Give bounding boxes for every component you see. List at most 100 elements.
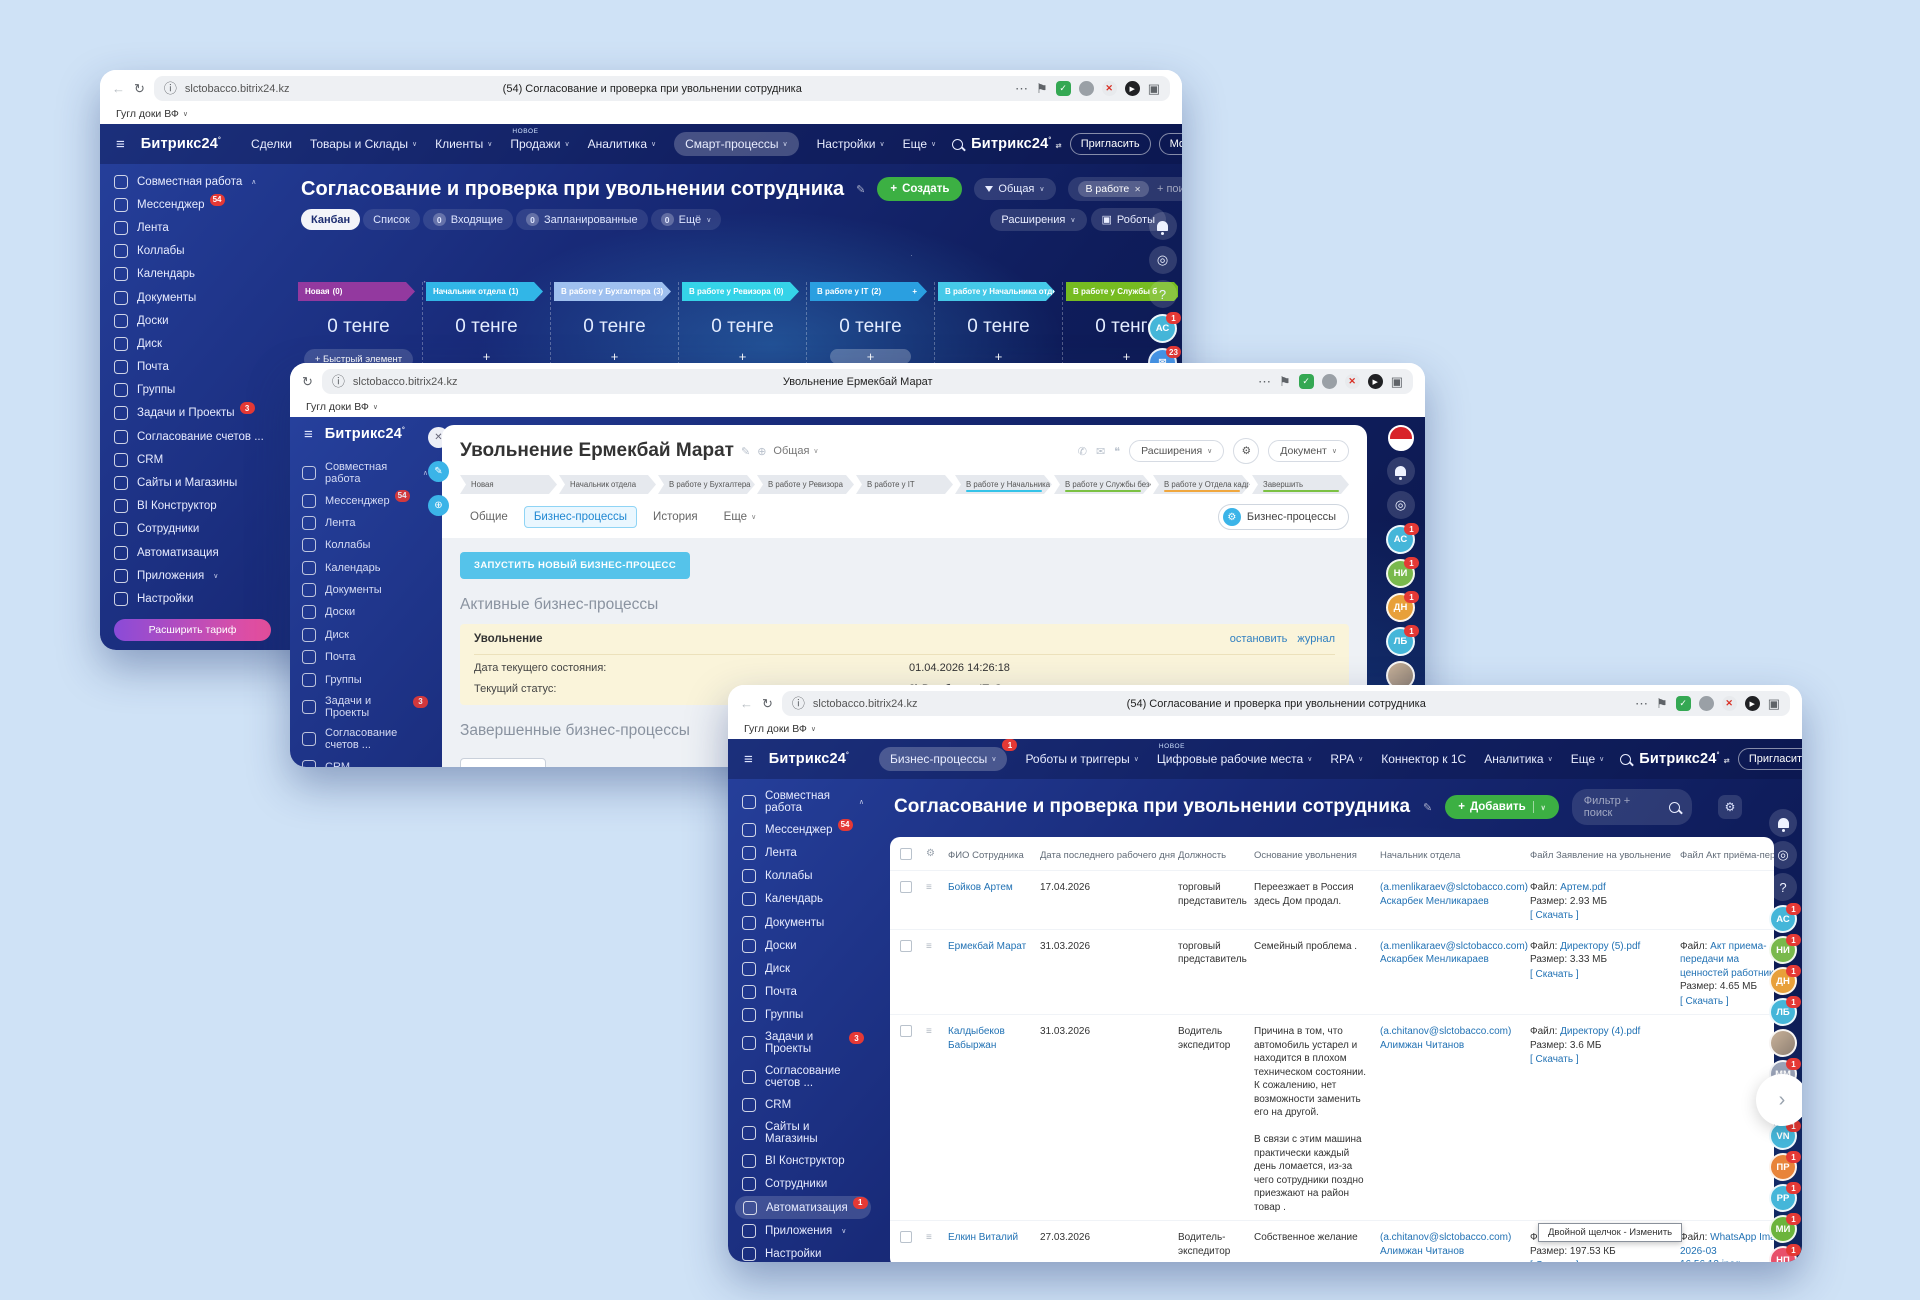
notifications-bell-icon[interactable] (1769, 809, 1797, 837)
employee-name-link[interactable]: Ермекбай Марат (948, 940, 1027, 952)
recorder-extension-icon[interactable]: ✕ (1721, 696, 1737, 711)
nav-item[interactable]: новое Цифровые рабочие места ∨ (1156, 743, 1313, 766)
manager-name-link[interactable]: Алимжан Читанов (1380, 1039, 1465, 1051)
sidebar-item[interactable]: Диск (290, 624, 440, 646)
select-all-checkbox[interactable] (900, 848, 912, 860)
phone-icon[interactable]: ✆ (1077, 445, 1087, 458)
help-widget-icon[interactable]: ? (1769, 873, 1797, 901)
stage-chevron[interactable]: В работе у Начальника ... (955, 475, 1052, 494)
document-button[interactable]: Документ ∨ (1268, 440, 1349, 462)
nav-item[interactable]: Товары и Склады ∨ (309, 137, 418, 151)
recorder-extension-icon[interactable]: ✕ (1101, 81, 1117, 96)
adblock-extension-icon[interactable]: ✓ (1298, 374, 1314, 389)
sidebar-item[interactable]: Согласование счетов ... (290, 723, 440, 755)
settings-gear-icon[interactable]: ⚙ (1233, 438, 1260, 464)
user-avatar[interactable]: ПР 1 (1769, 1151, 1801, 1181)
media-control-icon[interactable]: ▶ (1367, 374, 1383, 389)
employee-name-link[interactable]: Калдыбеков Бабыржан (948, 1026, 1005, 1051)
sidebar-item[interactable]: Календарь (100, 263, 285, 286)
user-avatar[interactable]: ДН 1 (1769, 965, 1801, 995)
detail-tab[interactable]: Бизнес-процессы (523, 506, 638, 528)
view-tab[interactable]: Канбан (301, 209, 361, 230)
employee-name-link[interactable]: Бойков Артем (948, 882, 1013, 893)
link-icon[interactable]: ⊕ (757, 445, 767, 458)
manager-name-link[interactable]: Алимжан Читанов (1380, 1245, 1465, 1257)
app-logo[interactable]: Битрикс24° (768, 751, 850, 767)
extensions-button[interactable]: Расширения ∨ (990, 208, 1087, 231)
sidebar-item[interactable]: Приложения ∨ (100, 564, 285, 587)
add-button[interactable]: + Добавить ∨ (1445, 795, 1559, 819)
extension-icon[interactable] (1078, 81, 1094, 96)
search-icon[interactable] (1669, 801, 1680, 813)
stage-chevron[interactable]: В работе у Ревизора (757, 475, 854, 494)
stage-chevron[interactable]: Завершить (1252, 475, 1349, 494)
close-icon[interactable]: ✕ (428, 427, 449, 448)
notifications-bell-icon[interactable] (1148, 212, 1177, 240)
extensions-button[interactable]: Расширения ∨ (1129, 440, 1225, 462)
bookmark-item[interactable]: Гугл доки ВФ (116, 108, 179, 120)
user-avatar[interactable]: АС 1 (1386, 523, 1419, 554)
column-header[interactable]: Файл Заявление на увольнение (1530, 850, 1672, 861)
sidebar-item[interactable]: Согласование счетов ... (728, 1060, 878, 1093)
sidebar-item[interactable]: Сайты и Магазины (100, 471, 285, 494)
row-checkbox[interactable] (900, 881, 912, 893)
user-avatar[interactable]: VN 1 (1769, 1120, 1801, 1150)
stage-chevron[interactable]: Начальник отдела (559, 475, 656, 494)
sidebar-item[interactable]: Доски (100, 309, 285, 332)
extension-icon[interactable] (1698, 696, 1714, 711)
sidebar-item[interactable]: Документы (100, 286, 285, 309)
file-link[interactable]: Директору (4).pdf (1560, 1026, 1641, 1037)
user-avatar[interactable]: НП 1 (1769, 1244, 1801, 1262)
sidebar-item[interactable]: Почта (290, 646, 440, 668)
stage-chevron[interactable]: В работе у Службы безо... (1054, 475, 1151, 494)
add-item-button[interactable]: + (830, 349, 911, 364)
add-stage-icon[interactable]: + (912, 287, 917, 296)
bookmark-star-icon[interactable]: ⚑ (1656, 696, 1668, 711)
stop-process-link[interactable]: остановить (1229, 633, 1288, 645)
stage-chevron[interactable]: В работе у IT (856, 475, 953, 494)
settings-gear-icon[interactable]: ⚙ (1718, 795, 1742, 819)
nav-item[interactable]: Клиенты ∨ (435, 137, 493, 151)
nav-item[interactable]: Смарт-процессы ∨ (674, 132, 799, 156)
detail-tab[interactable]: Общие (470, 511, 508, 523)
edit-title-icon[interactable]: ✎ (740, 445, 751, 458)
url-bar[interactable]: ⓘ slctobacco.bitrix24.kz (54) Согласован… (153, 76, 1170, 101)
run-new-process-button[interactable]: ЗАПУСТИТЬ НОВЫЙ БИЗНЕС-ПРОЦЕСС (460, 552, 691, 579)
sidebar-item[interactable]: Почта (728, 981, 878, 1004)
help-widget-icon[interactable]: ? (1148, 280, 1177, 308)
reload-icon[interactable]: ↻ (302, 374, 313, 389)
user-avatar[interactable]: АС 1 (1148, 312, 1181, 343)
column-header[interactable]: Основание увольнения (1254, 850, 1357, 861)
adblock-extension-icon[interactable]: ✓ (1055, 81, 1071, 96)
manager-name-link[interactable]: Аскарбек Менликараев (1380, 895, 1489, 907)
sidebar-item[interactable]: Лента (100, 216, 285, 239)
user-avatar[interactable]: ЛБ 1 (1769, 996, 1801, 1026)
manager-email-link[interactable]: (a.menlikaraev@slctobacco.com) (1380, 940, 1528, 952)
kanban-column-header[interactable]: Новая (0) (298, 282, 415, 301)
nav-item[interactable]: Бизнес-процессы ∨ 1 (879, 739, 1018, 771)
nav-item[interactable]: Еще ∨ (1570, 752, 1605, 766)
sidebar-item[interactable]: Совместная работа ∧ (728, 785, 878, 818)
search-input[interactable]: В работе✕ + поиск ✕ (1067, 177, 1182, 201)
table-row[interactable]: ≡ Бойков Артем 17.04.2026 торговый предс… (890, 870, 1774, 929)
user-avatar[interactable]: ЛБ 1 (1386, 625, 1419, 656)
user-avatar[interactable] (1769, 1029, 1797, 1057)
funnel-button[interactable]: Общая ∨ (974, 178, 1056, 200)
download-link[interactable]: [ Скачать ] (1680, 995, 1729, 1007)
copilot-icon[interactable]: ◎ (1769, 841, 1797, 869)
media-control-icon[interactable]: ▶ (1744, 696, 1760, 711)
sidebar-item[interactable]: Настройки (100, 587, 285, 610)
stage-chevron[interactable]: Новая (460, 475, 557, 494)
grid-settings-icon[interactable]: ⚙ (926, 848, 935, 859)
view-tab[interactable]: 0 Ещё ∨ (650, 209, 722, 230)
sidebar-item[interactable]: Документы (728, 911, 878, 934)
download-link[interactable]: [ Скачать ] (1530, 968, 1579, 980)
extension-icon[interactable] (1321, 374, 1337, 389)
sidebar-item[interactable]: Доски (728, 934, 878, 957)
sidebar-item[interactable]: Календарь (290, 557, 440, 579)
sidebar-item[interactable]: Согласование счетов ... (100, 425, 285, 448)
sidebar-item[interactable]: Задачи и Проекты 3 (100, 402, 285, 425)
manager-email-link[interactable]: (a.menlikaraev@slctobacco.com) (1380, 882, 1528, 893)
edit-icon[interactable]: ✎ (428, 461, 449, 482)
sidebar-item[interactable]: Сотрудники (100, 518, 285, 541)
